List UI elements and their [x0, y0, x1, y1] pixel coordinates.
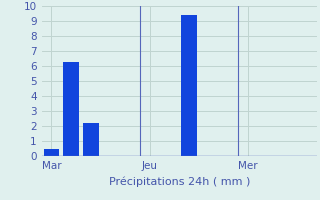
Bar [44, 148, 59, 156]
Bar [63, 62, 79, 156]
Bar [83, 123, 99, 156]
X-axis label: Précipitations 24h ( mm ): Précipitations 24h ( mm ) [108, 176, 250, 187]
Bar [181, 15, 197, 156]
